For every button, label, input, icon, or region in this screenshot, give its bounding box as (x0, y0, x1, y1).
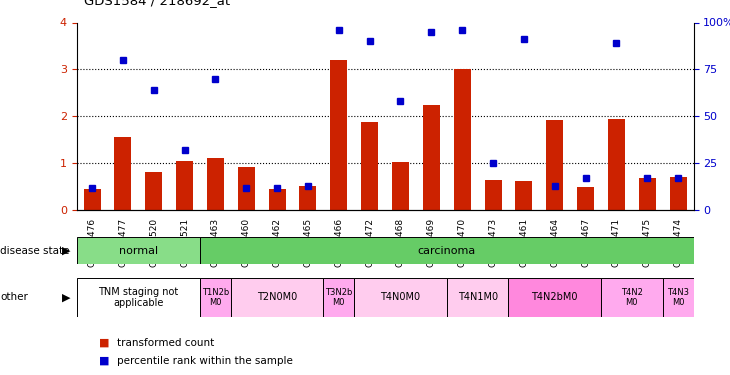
Bar (238, 167, 255, 210)
Bar (392, 162, 409, 210)
Text: percentile rank within the sample: percentile rank within the sample (117, 356, 293, 366)
Text: ■: ■ (99, 356, 109, 366)
Bar (354, 278, 447, 317)
Text: other: other (0, 292, 28, 302)
Text: T2N0M0: T2N0M0 (257, 292, 297, 302)
Bar (77, 278, 200, 317)
Bar (323, 278, 354, 317)
Bar (447, 278, 508, 317)
Text: ▶: ▶ (62, 246, 71, 256)
Text: carcinoma: carcinoma (418, 246, 476, 256)
Text: T4N2bM0: T4N2bM0 (531, 292, 578, 302)
Bar (231, 278, 323, 317)
Text: TNM staging not
applicable: TNM staging not applicable (99, 287, 178, 308)
Text: T4N2
M0: T4N2 M0 (621, 288, 642, 306)
Bar (608, 118, 625, 210)
Text: GDS1584 / 218692_at: GDS1584 / 218692_at (84, 0, 230, 8)
Bar (485, 180, 502, 210)
Bar (669, 177, 686, 210)
Bar (663, 278, 694, 317)
Bar (145, 172, 162, 210)
Bar (546, 120, 563, 210)
Bar (601, 278, 663, 317)
Bar (331, 60, 347, 210)
Bar (207, 158, 224, 210)
Bar (200, 237, 694, 264)
Text: ■: ■ (99, 338, 109, 348)
Bar (77, 237, 200, 264)
Text: normal: normal (119, 246, 158, 256)
Bar (200, 278, 231, 317)
Text: transformed count: transformed count (117, 338, 214, 348)
Text: disease state: disease state (0, 246, 69, 256)
Bar (639, 178, 656, 210)
Bar (269, 189, 285, 210)
Bar (84, 189, 101, 210)
Bar (176, 161, 193, 210)
Bar (454, 69, 471, 210)
Text: T4N0M0: T4N0M0 (380, 292, 420, 302)
Text: T4N3
M0: T4N3 M0 (667, 288, 689, 306)
Text: T1N2b
M0: T1N2b M0 (201, 288, 229, 306)
Text: ▶: ▶ (62, 292, 71, 302)
Bar (423, 105, 439, 210)
Bar (508, 278, 601, 317)
Bar (361, 122, 378, 210)
Bar (515, 181, 532, 210)
Bar (577, 187, 594, 210)
Text: T3N2b
M0: T3N2b M0 (325, 288, 353, 306)
Bar (115, 137, 131, 210)
Text: T4N1M0: T4N1M0 (458, 292, 498, 302)
Bar (299, 186, 316, 210)
